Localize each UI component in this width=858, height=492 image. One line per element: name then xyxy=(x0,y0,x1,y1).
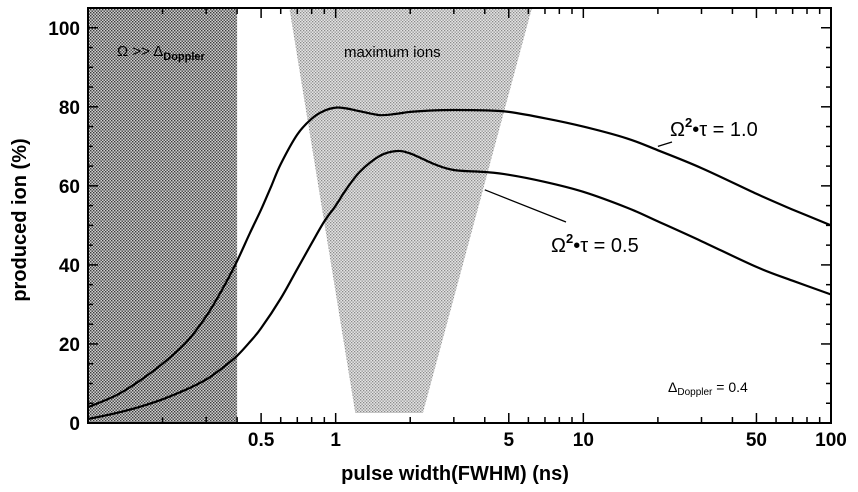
curve-high-label-omega: Ω xyxy=(670,119,685,141)
left-region-label-main: Ω >> Δ xyxy=(117,43,163,60)
curve-omega2tau-1-0 xyxy=(87,106,832,409)
doppler-label-rest: = 0.4 xyxy=(712,379,748,395)
x-axis-title: pulse width(FWHM) (ns) xyxy=(341,463,569,485)
y-tick-label: 80 xyxy=(59,98,80,119)
y-tick-label: 40 xyxy=(59,256,80,277)
curve-high-pointer xyxy=(657,141,673,147)
curve-high-label: Ω2•τ = 1.0 xyxy=(670,115,758,141)
x-tick-label: 100 xyxy=(815,430,847,451)
x-tick-label: 10 xyxy=(573,430,594,451)
doppler-label-main: Δ xyxy=(668,379,677,395)
x-tick-label: 1 xyxy=(330,430,341,451)
curve-high-label-rest: •τ = 1.0 xyxy=(692,119,758,141)
curve-low-label-omega: Ω xyxy=(551,235,566,257)
left-region-label-sub: Doppler xyxy=(163,51,205,63)
curve-omega2tau-0-5 xyxy=(87,149,832,421)
shaded-region-maximum-ions xyxy=(289,8,532,413)
left-region-label: Ω >> ΔDoppler xyxy=(117,43,206,63)
curve-low-label-rest: •τ = 0.5 xyxy=(573,235,639,257)
y-tick-label: 20 xyxy=(59,335,80,356)
y-tick-label: 100 xyxy=(48,19,80,40)
y-tick-labels: 0 20 40 60 80 100 xyxy=(48,19,80,435)
center-region-label: maximum ions xyxy=(344,44,441,61)
doppler-label: ΔDoppler = 0.4 xyxy=(668,379,748,398)
shaded-region-rabi-dominant xyxy=(88,8,238,423)
x-tick-label: 5 xyxy=(503,430,514,451)
curve-high-label-sup: 2 xyxy=(685,115,692,130)
x-tick-label: 50 xyxy=(746,430,767,451)
doppler-label-sub: Doppler xyxy=(677,387,713,398)
curve-low-label: Ω2•τ = 0.5 xyxy=(551,231,639,257)
x-tick-label: 0.5 xyxy=(248,430,275,451)
x-tick-labels: 0.5 1 5 10 50 100 xyxy=(248,430,847,451)
curve-low-pointer xyxy=(484,189,567,223)
y-tick-label: 60 xyxy=(59,177,80,198)
y-axis-title: produced ion (%) xyxy=(9,138,31,301)
curve-low-label-sup: 2 xyxy=(566,231,573,246)
plot-frame xyxy=(87,7,832,424)
y-tick-label: 0 xyxy=(69,414,80,435)
